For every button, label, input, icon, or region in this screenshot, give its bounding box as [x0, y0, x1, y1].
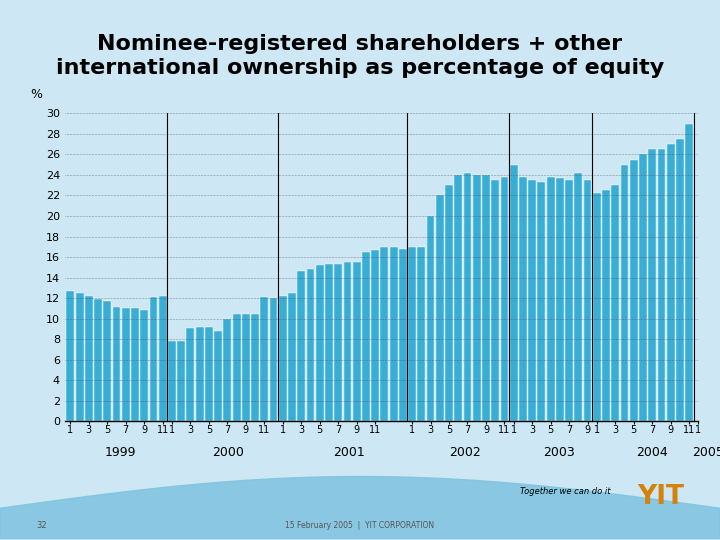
Bar	[667, 144, 675, 421]
Bar	[537, 182, 545, 421]
Bar	[297, 272, 305, 421]
Bar	[648, 150, 656, 421]
Bar	[491, 180, 499, 421]
Bar	[510, 165, 518, 421]
Bar	[150, 297, 158, 421]
Bar	[307, 269, 315, 421]
Text: 32: 32	[36, 521, 47, 530]
Text: 2001: 2001	[333, 446, 365, 458]
Bar	[556, 178, 564, 421]
Bar	[611, 185, 619, 421]
Bar	[288, 293, 296, 421]
Bar	[464, 173, 472, 421]
Bar	[584, 180, 592, 421]
Text: 2003: 2003	[543, 446, 575, 458]
Text: YIT: YIT	[637, 484, 685, 510]
Bar	[325, 264, 333, 421]
Text: 1999: 1999	[105, 446, 137, 458]
Bar	[186, 328, 194, 421]
Bar	[436, 195, 444, 421]
Text: 15 February 2005  |  YIT CORPORATION: 15 February 2005 | YIT CORPORATION	[285, 521, 435, 530]
Bar	[639, 154, 647, 421]
Bar	[251, 314, 259, 421]
Bar	[196, 327, 204, 421]
Text: 2000: 2000	[212, 446, 244, 458]
Bar	[372, 250, 379, 421]
Bar	[112, 307, 120, 421]
Bar	[380, 247, 388, 421]
Bar	[630, 160, 638, 421]
Bar	[233, 314, 240, 421]
Bar	[104, 301, 111, 421]
Bar	[140, 310, 148, 421]
Bar	[519, 177, 527, 421]
Bar	[85, 296, 93, 421]
Text: %: %	[30, 88, 42, 101]
Bar	[242, 314, 250, 421]
Bar	[621, 165, 629, 421]
Bar	[482, 175, 490, 421]
Bar	[362, 252, 370, 421]
Bar	[685, 124, 693, 421]
Bar	[546, 177, 554, 421]
Bar	[445, 185, 453, 421]
Bar	[575, 173, 582, 421]
Bar	[427, 216, 434, 421]
Bar	[214, 331, 222, 421]
Bar	[316, 265, 324, 421]
Bar	[66, 291, 74, 421]
Bar	[94, 299, 102, 421]
Bar	[657, 150, 665, 421]
Bar	[593, 193, 600, 421]
Bar	[454, 175, 462, 421]
Text: Together we can do it: Together we can do it	[520, 487, 611, 496]
Bar	[223, 319, 231, 421]
Bar	[676, 139, 684, 421]
Text: 2004: 2004	[636, 446, 667, 458]
Bar	[159, 296, 166, 421]
Bar	[76, 293, 84, 421]
Text: 2002: 2002	[449, 446, 482, 458]
Bar	[334, 264, 342, 421]
Bar	[177, 341, 185, 421]
Bar	[261, 297, 269, 421]
Bar	[602, 191, 610, 421]
Bar	[399, 249, 407, 421]
Polygon shape	[0, 476, 720, 538]
Bar	[353, 262, 361, 421]
Bar	[408, 247, 416, 421]
Bar	[279, 296, 287, 421]
Bar	[343, 262, 351, 421]
Bar	[565, 180, 573, 421]
Bar	[418, 247, 426, 421]
Text: Nominee-registered shareholders + other
international ownership as percentage of: Nominee-registered shareholders + other …	[56, 33, 664, 78]
Bar	[269, 298, 277, 421]
Bar	[528, 180, 536, 421]
Bar	[168, 341, 176, 421]
Text: 2005: 2005	[692, 446, 720, 458]
Bar	[390, 247, 397, 421]
Bar	[500, 177, 508, 421]
Bar	[122, 308, 130, 421]
Bar	[131, 308, 139, 421]
Bar	[473, 175, 481, 421]
Bar	[205, 327, 213, 421]
